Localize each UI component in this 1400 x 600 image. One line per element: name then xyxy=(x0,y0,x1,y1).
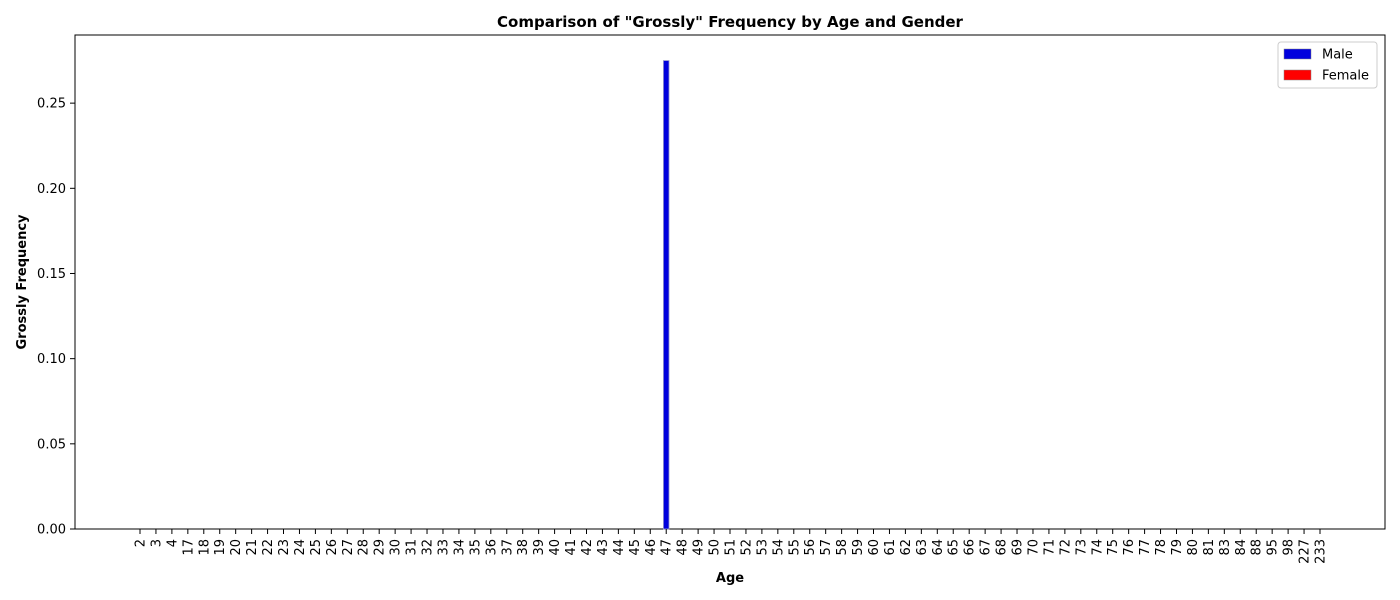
x-tick-label: 21 xyxy=(245,539,260,556)
plot-area xyxy=(74,34,1386,530)
x-tick-label: 38 xyxy=(516,539,531,556)
x-tick-label: 73 xyxy=(1074,539,1089,556)
bars-group xyxy=(663,60,670,530)
x-tick-label: 65 xyxy=(947,539,962,556)
x-tick-label: 233 xyxy=(1314,539,1329,564)
x-tick-label: 44 xyxy=(612,539,627,556)
x-tick-label: 61 xyxy=(883,539,898,556)
x-tick-label: 41 xyxy=(564,539,579,556)
x-tick-label: 30 xyxy=(389,539,404,556)
x-tick-label: 78 xyxy=(1154,539,1169,556)
y-tick-label: 0.15 xyxy=(37,267,66,282)
x-tick-label: 26 xyxy=(325,539,340,556)
x-tick-label: 28 xyxy=(357,539,372,556)
y-axis: 0.00 0.05 0.10 0.15 0.20 0.25 xyxy=(37,97,75,538)
x-tick-label: 29 xyxy=(373,539,388,556)
x-tick-label: 67 xyxy=(979,539,994,556)
legend-swatch-female xyxy=(1283,69,1312,81)
x-tick-label: 56 xyxy=(803,539,818,556)
x-tick-label: 71 xyxy=(1042,539,1057,556)
y-tick-label: 0.20 xyxy=(37,182,66,197)
legend[interactable]: Male Female xyxy=(1277,41,1378,89)
x-tick-label: 27 xyxy=(341,539,356,556)
legend-swatch-male xyxy=(1283,48,1312,60)
y-tick-label: 0.25 xyxy=(37,97,66,112)
x-tick-label: 2 xyxy=(134,539,149,547)
x-axis: 2 3 4 17 18 19 20 21 22 23 24 25 26 27 28 29 30 31 32 33 34 3… xyxy=(134,529,1329,564)
x-tick-label: 57 xyxy=(819,539,834,556)
x-tick-label: 48 xyxy=(676,539,691,556)
x-tick-label: 70 xyxy=(1026,539,1041,556)
x-tick-label: 32 xyxy=(421,539,436,556)
x-tick-label: 4 xyxy=(165,539,180,547)
x-tick-label: 74 xyxy=(1090,539,1105,556)
x-tick-label: 75 xyxy=(1106,539,1121,556)
y-tick-label: 0.00 xyxy=(37,523,66,538)
x-tick-label: 19 xyxy=(213,539,228,556)
x-tick-label: 3 xyxy=(149,539,164,547)
x-tick-label: 95 xyxy=(1266,539,1281,556)
x-tick-label: 64 xyxy=(931,539,946,556)
x-tick-label: 42 xyxy=(580,539,595,556)
x-tick-label: 50 xyxy=(708,539,723,556)
x-tick-label: 46 xyxy=(644,539,659,556)
x-tick-label: 39 xyxy=(532,539,547,556)
x-tick-label: 79 xyxy=(1170,539,1185,556)
x-tick-label: 45 xyxy=(628,539,643,556)
y-axis-title: Grossly Frequency xyxy=(15,214,30,350)
bar-male-47[interactable] xyxy=(663,60,670,530)
x-tick-label: 25 xyxy=(309,539,324,556)
y-tick-label: 0.05 xyxy=(37,437,66,452)
x-tick-label: 66 xyxy=(963,539,978,556)
x-tick-label: 24 xyxy=(293,539,308,556)
x-tick-label: 72 xyxy=(1058,539,1073,556)
x-tick-label: 43 xyxy=(596,539,611,556)
x-tick-label: 68 xyxy=(995,539,1010,556)
x-tick-label: 23 xyxy=(277,539,292,556)
x-tick-label: 76 xyxy=(1122,539,1137,556)
x-tick-label: 31 xyxy=(405,539,420,556)
x-tick-label: 37 xyxy=(500,539,515,556)
x-tick-label: 17 xyxy=(181,539,196,556)
x-tick-label: 52 xyxy=(739,539,754,556)
x-tick-label: 80 xyxy=(1186,539,1201,556)
x-tick-label: 20 xyxy=(229,539,244,556)
x-tick-label: 18 xyxy=(197,539,212,556)
x-tick-label: 63 xyxy=(915,539,930,556)
x-tick-label: 51 xyxy=(724,539,739,556)
x-tick-label: 227 xyxy=(1298,539,1313,564)
chart-title: Comparison of "Grossly" Frequency by Age… xyxy=(497,13,964,31)
x-tick-label: 40 xyxy=(548,539,563,556)
x-tick-label: 62 xyxy=(899,539,914,556)
x-tick-label: 88 xyxy=(1250,539,1265,556)
x-tick-label: 47 xyxy=(660,539,675,556)
x-tick-label: 36 xyxy=(484,539,499,556)
x-tick-label: 22 xyxy=(261,539,276,556)
x-tick-label: 60 xyxy=(867,539,882,556)
x-tick-label: 35 xyxy=(468,539,483,556)
x-tick-label: 55 xyxy=(787,539,802,556)
y-tick-label: 0.10 xyxy=(37,352,66,367)
legend-label-female: Female xyxy=(1322,69,1369,84)
x-tick-label: 33 xyxy=(436,539,451,556)
x-tick-label: 98 xyxy=(1282,539,1297,556)
x-tick-label: 53 xyxy=(755,539,770,556)
x-tick-label: 58 xyxy=(835,539,850,556)
x-tick-label: 84 xyxy=(1234,539,1249,556)
x-tick-label: 69 xyxy=(1011,539,1026,556)
x-tick-label: 59 xyxy=(851,539,866,556)
x-tick-label: 54 xyxy=(771,539,786,556)
legend-label-male: Male xyxy=(1322,48,1353,63)
x-tick-label: 77 xyxy=(1138,539,1153,556)
x-tick-label: 34 xyxy=(452,539,467,556)
x-tick-label: 83 xyxy=(1218,539,1233,556)
x-tick-label: 49 xyxy=(692,539,707,556)
x-axis-title: Age xyxy=(716,571,744,586)
x-tick-label: 81 xyxy=(1202,539,1217,556)
